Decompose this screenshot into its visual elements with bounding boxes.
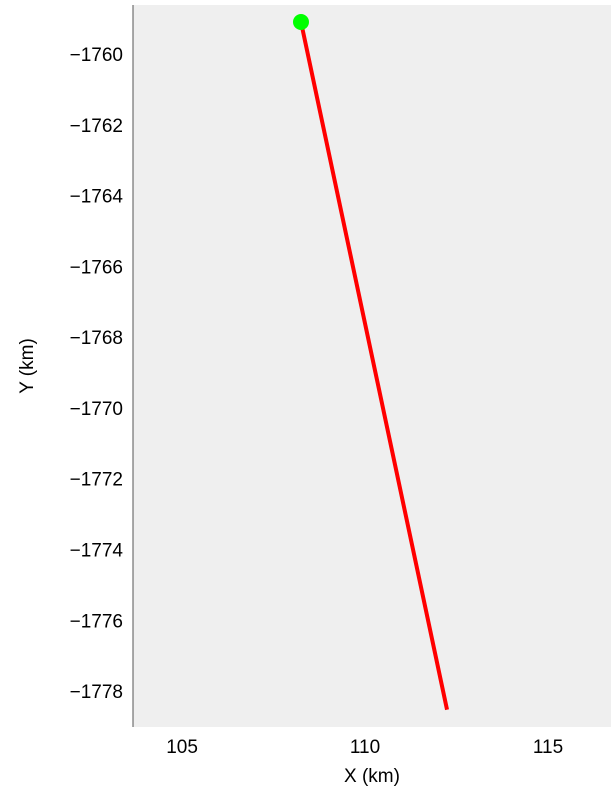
y-tick-label: −1776 [70, 611, 123, 632]
y-tick-label: −1770 [70, 399, 123, 420]
plot-area [133, 5, 611, 727]
y-axis-label: Y (km) [17, 338, 38, 394]
y-tick-label: −1766 [70, 257, 123, 278]
x-tick-label: 115 [533, 737, 563, 758]
y-tick-label: −1762 [70, 116, 123, 137]
point [292, 13, 309, 30]
y-tick-label: −1764 [70, 187, 124, 208]
x-axis-label: X (km) [344, 766, 400, 787]
y-tick-label: −1778 [70, 682, 123, 703]
y-tick-label: −1774 [70, 540, 124, 561]
x-tick-label: 110 [350, 737, 380, 758]
line-series [299, 21, 449, 711]
y-tick-label: −1768 [70, 328, 123, 349]
y-tick-label: −1760 [70, 45, 123, 66]
x-tick-label: 105 [166, 737, 198, 758]
y-tick-label: −1772 [70, 470, 123, 491]
